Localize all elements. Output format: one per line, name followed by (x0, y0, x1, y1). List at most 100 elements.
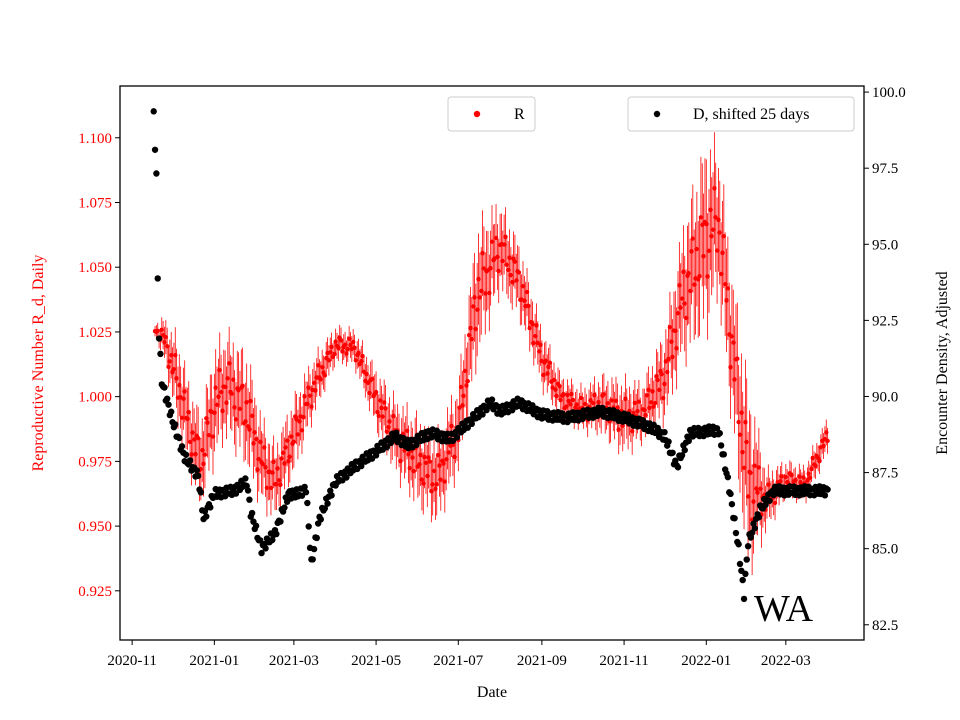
d-point (713, 425, 721, 432)
d-point (269, 536, 276, 544)
d-point (717, 442, 725, 449)
d-point (248, 509, 256, 517)
left-y-tick-label: 0.975 (78, 454, 112, 470)
d-point (661, 428, 668, 436)
right-y-tick-label: 85.0 (872, 542, 898, 558)
d-point (193, 467, 201, 474)
d-point (736, 560, 744, 568)
d-point (674, 464, 682, 471)
d-point (751, 525, 759, 532)
d-point (728, 500, 736, 508)
right-y-tick-label: 90.0 (872, 389, 898, 405)
d-point (685, 437, 692, 445)
d-point (309, 556, 316, 563)
right-y-tick-label: 87.5 (872, 466, 898, 482)
left-y-tick-label: 0.950 (78, 519, 112, 535)
d-point (305, 523, 312, 530)
x-axis-label: Date (477, 684, 507, 701)
d-point (186, 457, 194, 464)
legend-d-box (627, 96, 855, 132)
r-point (735, 356, 740, 361)
r-point (202, 452, 208, 457)
d-point (821, 492, 829, 499)
d-point (453, 434, 461, 441)
d-point (172, 421, 179, 428)
d-point (246, 496, 253, 503)
left-y-tick-label: 1.000 (78, 390, 112, 406)
d-point (207, 504, 214, 511)
d-point (277, 518, 284, 525)
legend-d-marker (653, 110, 661, 118)
x-axis: 2020-11 2021-01 2021-03 2021-05 2021-07 2021-… (107, 640, 811, 669)
left-y-tick-label: 0.925 (78, 584, 112, 600)
d-point (178, 443, 186, 450)
d-point (151, 146, 159, 153)
d-point (383, 443, 391, 451)
right-y-tick-label: 82.5 (872, 618, 898, 634)
plot-frame (119, 85, 865, 641)
d-point (343, 474, 350, 481)
d-point (182, 451, 190, 458)
d-point (168, 408, 175, 415)
d-point (727, 490, 734, 498)
left-y-axis: 0.925 0.950 0.975 1.000 1.025 1.050 1.075 1.100 (78, 131, 120, 600)
right-y-tick-label: 97.5 (872, 161, 898, 177)
right-y-tick-label: 95.0 (872, 237, 898, 253)
d-point (154, 275, 161, 282)
d-point (735, 541, 742, 548)
d-point (824, 486, 831, 493)
d-point (464, 424, 471, 431)
d-point (176, 434, 183, 442)
d-point (724, 473, 732, 481)
right-y-axis: 82.5 85.0 87.5 90.0 92.5 95.0 97.5 100.0 (864, 85, 906, 634)
legend-d-label: D, shifted 25 days (693, 106, 809, 123)
d-point (258, 549, 265, 557)
d-point (197, 489, 205, 496)
d-point (747, 534, 754, 541)
d-point (321, 505, 329, 512)
d-point (743, 556, 750, 563)
d-point (244, 487, 252, 494)
left-y-tick-label: 1.025 (78, 325, 112, 341)
r-point (516, 270, 522, 275)
x-tick-label: 2022-01 (681, 653, 731, 669)
d-point (256, 537, 264, 544)
d-point (262, 545, 269, 552)
d-point (755, 514, 763, 521)
legend-r: R (447, 96, 536, 132)
x-tick-label: 2020-11 (107, 653, 156, 669)
d-point (301, 483, 308, 491)
d-point (252, 522, 260, 530)
right-y-tick-label: 92.5 (872, 313, 898, 329)
d-point (302, 489, 310, 496)
d-point (161, 384, 168, 391)
x-tick-label: 2021-09 (517, 653, 567, 669)
r-point (322, 373, 328, 378)
d-point (681, 446, 688, 454)
d-point (155, 335, 163, 342)
d-point (273, 530, 280, 538)
d-point (157, 350, 164, 358)
r-point (465, 378, 470, 384)
legend-d: D, shifted 25 days (627, 96, 855, 132)
d-point (153, 170, 160, 177)
d-point (742, 570, 749, 578)
d-point (740, 595, 748, 603)
x-tick-label: 2021-11 (599, 653, 648, 669)
x-tick-label: 2022-03 (761, 653, 811, 669)
d-series (150, 108, 831, 603)
legend-r-marker (473, 110, 481, 118)
d-point (203, 513, 210, 520)
d-point (281, 504, 288, 511)
d-point (766, 497, 773, 504)
d-point (310, 545, 318, 553)
legend-r-box (447, 96, 536, 132)
d-point (665, 438, 672, 445)
d-point (194, 472, 202, 479)
r-point (825, 438, 830, 444)
d-point (716, 430, 723, 437)
d-point (413, 441, 420, 449)
d-point (744, 542, 752, 550)
right-y-axis-label: Encounter Density, Adjusted (934, 271, 951, 454)
